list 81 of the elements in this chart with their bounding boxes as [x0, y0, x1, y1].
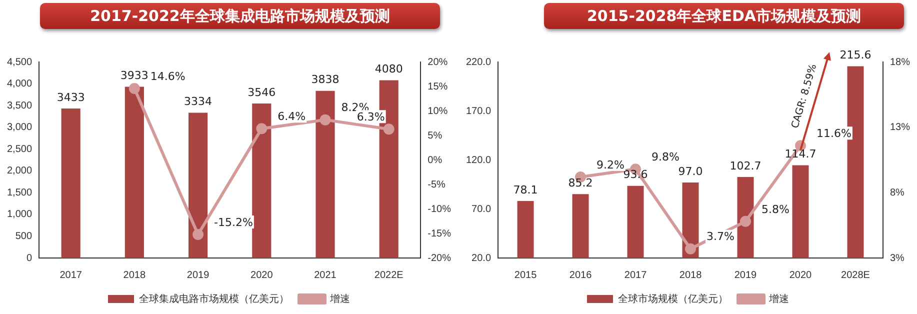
- data-label: -15.2%: [214, 216, 253, 229]
- x-tick-label: 2017: [60, 270, 82, 281]
- y-tick-label: 3,500: [6, 100, 32, 112]
- y2-tick-label: 18%: [890, 56, 910, 68]
- y-tick-label: 2,500: [6, 144, 32, 155]
- y2-tick-label: 3%: [890, 252, 905, 264]
- x-tick-label: 2019: [186, 270, 210, 281]
- legend-label: 全球市场规模（亿美元）: [618, 292, 728, 305]
- data-label: 3933: [120, 69, 148, 82]
- y-tick-label: 4,000: [6, 78, 32, 90]
- legend-label: 全球集成电路市场规模（亿美元）: [139, 292, 289, 305]
- y-tick-label: 170.0: [466, 106, 492, 117]
- y-tick-label: 4,500: [6, 56, 32, 68]
- data-label: 6.4%: [278, 110, 306, 123]
- point: [320, 114, 331, 126]
- data-label: 102.7: [730, 159, 762, 172]
- data-label: 6.3%: [356, 110, 385, 124]
- point: [256, 123, 268, 134]
- y2-tick-label: 10%: [428, 106, 448, 117]
- data-label: 93.6: [623, 168, 648, 182]
- y-tick-label: 0: [26, 252, 32, 264]
- data-label: 4080: [374, 62, 403, 76]
- data-label: 11.6%: [816, 126, 852, 140]
- y-tick-label: 500: [15, 230, 32, 242]
- bar: [124, 86, 144, 258]
- y-tick-label: 120.0: [466, 154, 492, 166]
- x-tick-label: 2018: [679, 270, 702, 281]
- data-label: 3433: [56, 90, 85, 104]
- data-label: 215.6: [840, 48, 872, 62]
- y-tick-label: 220.0: [466, 56, 492, 68]
- data-label: 3546: [248, 86, 276, 99]
- data-label: 78.1: [513, 183, 538, 196]
- y-tick-label: 1,500: [6, 187, 32, 198]
- y-tick-label: 2,000: [6, 166, 32, 177]
- y2-tick-label: 8%: [890, 187, 905, 198]
- y2-tick-label: -15%: [428, 228, 452, 240]
- data-label: 85.2: [568, 176, 593, 190]
- x-tick-label: 2017: [624, 270, 648, 281]
- y2-tick-label: 20%: [428, 56, 448, 68]
- y2-tick-label: 13%: [890, 122, 910, 134]
- data-label: 3.7%: [706, 230, 734, 244]
- x-tick-label: 2028E: [841, 270, 870, 281]
- y2-tick-label: 5%: [428, 130, 442, 142]
- x-tick-label: 2021: [314, 270, 337, 281]
- bar: [61, 108, 80, 258]
- data-label: 114.7: [784, 148, 816, 161]
- x-tick-label: 2019: [734, 270, 758, 281]
- x-tick-label: 2018: [123, 270, 146, 281]
- x-tick-label: 2015: [514, 270, 538, 281]
- chart-title: 2017-2022年全球集成电路市场规模及预测: [40, 3, 440, 29]
- y2-tick-label: -20%: [428, 252, 452, 264]
- x-tick-label: 2022E: [374, 270, 404, 281]
- y2-tick-label: 0%: [428, 154, 442, 166]
- data-label: 3838: [311, 73, 340, 86]
- point: [383, 124, 394, 135]
- y-tick-label: 1,000: [6, 209, 32, 220]
- bar: [316, 90, 335, 258]
- y2-tick-label: -10%: [428, 204, 452, 215]
- chart-title: 2015-2028年全球EDA市场规模及预测: [544, 3, 904, 29]
- x-tick-label: 2020: [789, 270, 812, 281]
- data-label: 9.2%: [596, 158, 624, 172]
- legend-label: 增速: [329, 292, 350, 305]
- legend-label: 增速: [768, 292, 789, 305]
- y2-tick-label: -5%: [428, 179, 446, 190]
- data-label: 9.8%: [652, 150, 680, 164]
- bar: [252, 104, 272, 258]
- bar: [188, 112, 208, 258]
- y-tick-label: 3,000: [6, 122, 32, 134]
- y-tick-label: 20.0: [472, 252, 492, 264]
- point: [685, 243, 696, 254]
- y-tick-label: 70.0: [472, 204, 492, 215]
- point: [740, 216, 751, 227]
- data-label: 5.8%: [762, 202, 790, 216]
- data-label: 97.0: [678, 164, 703, 178]
- point: [128, 82, 140, 94]
- x-tick-label: 2016: [569, 270, 592, 281]
- x-tick-label: 2020: [250, 270, 274, 281]
- y2-tick-label: 15%: [428, 81, 448, 92]
- point: [192, 228, 204, 240]
- data-label: 14.6%: [150, 70, 186, 83]
- data-label: 3334: [184, 95, 212, 108]
